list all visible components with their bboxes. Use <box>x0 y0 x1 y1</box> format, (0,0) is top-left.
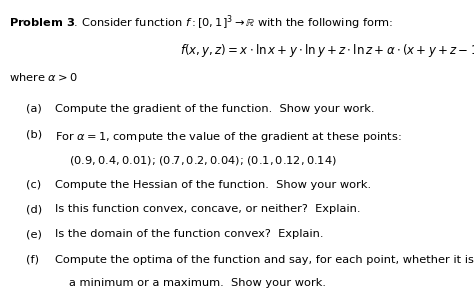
Text: where $\alpha > 0$: where $\alpha > 0$ <box>9 71 77 83</box>
Text: Compute the optima of the function and say, for each point, whether it is: Compute the optima of the function and s… <box>55 255 474 265</box>
Text: Is this function convex, concave, or neither?  Explain.: Is this function convex, concave, or nei… <box>55 204 360 214</box>
Text: Compute the Hessian of the function.  Show your work.: Compute the Hessian of the function. Sho… <box>55 180 371 190</box>
Text: $f(x,y,z) = x \cdot \ln x + y \cdot \ln y + z \cdot \ln z + \alpha \cdot (x+y+z-: $f(x,y,z) = x \cdot \ln x + y \cdot \ln … <box>180 42 474 59</box>
Text: For $\alpha = 1$, compute the value of the gradient at these points:: For $\alpha = 1$, compute the value of t… <box>55 130 401 144</box>
Text: $\mathbf{Problem\ 3}$. Consider function $f:[0,1]^3 \rightarrow \mathbb{R}$ with: $\mathbf{Problem\ 3}$. Consider function… <box>9 13 392 32</box>
Text: (a): (a) <box>26 104 42 114</box>
Text: (d): (d) <box>26 204 42 214</box>
Text: (f): (f) <box>26 255 39 265</box>
Text: (b): (b) <box>26 130 42 140</box>
Text: (c): (c) <box>26 180 41 190</box>
Text: (e): (e) <box>26 229 42 239</box>
Text: Compute the gradient of the function.  Show your work.: Compute the gradient of the function. Sh… <box>55 104 374 114</box>
Text: Is the domain of the function convex?  Explain.: Is the domain of the function convex? Ex… <box>55 229 323 239</box>
Text: a minimum or a maximum.  Show your work.: a minimum or a maximum. Show your work. <box>69 278 326 288</box>
Text: $(0.9,0.4,0.01)$; $(0.7,0.2,0.04)$; $(0.1,0.12,0.14)$: $(0.9,0.4,0.01)$; $(0.7,0.2,0.04)$; $(0.… <box>69 154 337 167</box>
